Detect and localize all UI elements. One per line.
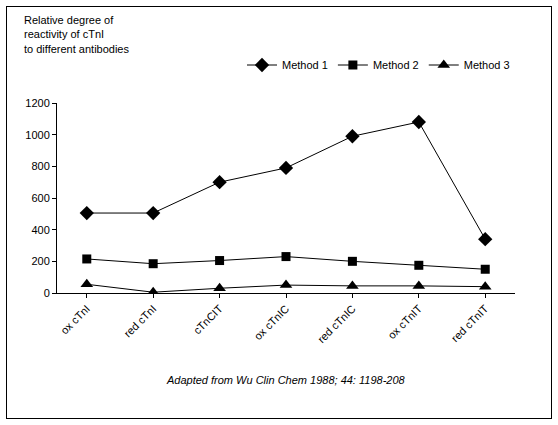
svg-text:400: 400 bbox=[31, 224, 49, 236]
svg-text:ox cTnI: ox cTnI bbox=[58, 303, 92, 337]
svg-text:200: 200 bbox=[31, 255, 49, 267]
svg-text:800: 800 bbox=[31, 160, 49, 172]
svg-text:1200: 1200 bbox=[25, 97, 49, 109]
svg-text:0: 0 bbox=[44, 287, 50, 299]
svg-text:ox cTnIC: ox cTnIC bbox=[252, 302, 292, 342]
svg-text:Adapted from Wu Clin Chem 1988: Adapted from Wu Clin Chem 1988; 44: 1198… bbox=[166, 374, 406, 386]
svg-text:Relative degree ofreactivity o: Relative degree ofreactivity of cTnIto d… bbox=[24, 14, 129, 55]
svg-text:red cTnIC: red cTnIC bbox=[315, 302, 358, 345]
svg-text:1000: 1000 bbox=[25, 129, 49, 141]
svg-text:red cTnIT: red cTnIT bbox=[449, 302, 491, 344]
svg-text:ox cTnIT: ox cTnIT bbox=[385, 302, 424, 341]
svg-text:cTnCIT: cTnCIT bbox=[191, 302, 225, 336]
svg-text:Method 3: Method 3 bbox=[464, 59, 510, 71]
svg-text:Method 2: Method 2 bbox=[373, 59, 419, 71]
svg-text:red cTnI: red cTnI bbox=[121, 303, 158, 340]
svg-text:Method 1: Method 1 bbox=[282, 59, 328, 71]
svg-text:600: 600 bbox=[31, 192, 49, 204]
